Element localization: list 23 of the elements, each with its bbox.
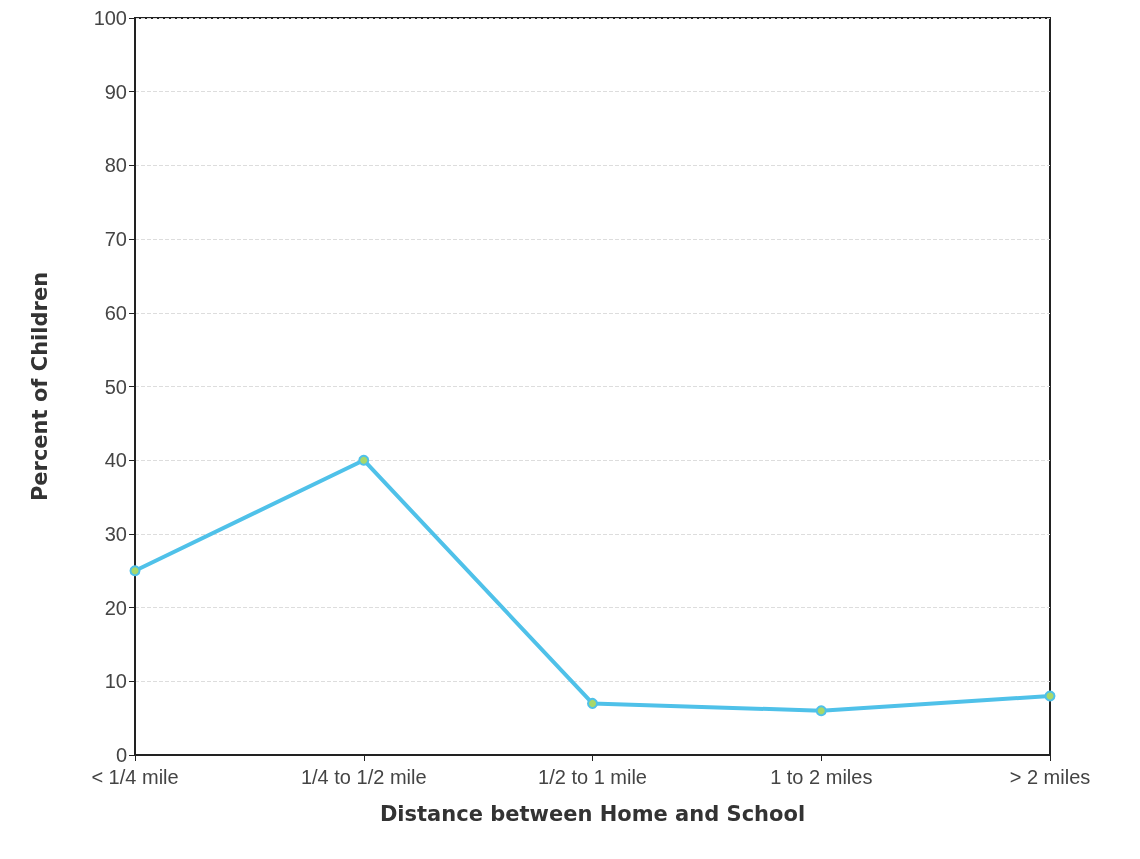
x-tick-label: < 1/4 mile	[91, 766, 179, 788]
y-tick-label: 20	[104, 596, 127, 619]
point	[129, 565, 141, 577]
x-tick-label: 1/2 to 1 mile	[538, 766, 647, 788]
y-tick-label: 80	[104, 154, 127, 177]
point	[1044, 690, 1056, 702]
y-axis-title: Percent of Children	[27, 271, 52, 502]
y-tick-label: 0	[115, 744, 127, 766]
y-tick-label: 90	[104, 80, 127, 103]
y-tick-label: 50	[104, 375, 127, 398]
y-tick-label: 100	[93, 7, 127, 29]
y-tick-label: 10	[104, 670, 127, 693]
point	[815, 705, 827, 717]
y-tick-label: 40	[104, 449, 127, 472]
x-tick-label: 1/4 to 1/2 mile	[300, 766, 427, 788]
y-tick-label: 30	[104, 522, 127, 545]
x-tick-label: > 2 miles	[1009, 766, 1091, 788]
x-tick-label: 1 to 2 miles	[770, 766, 873, 788]
point	[358, 454, 370, 466]
point	[587, 697, 598, 709]
x-axis-title: Distance between Home and School	[379, 801, 806, 826]
y-tick-label: 60	[104, 301, 127, 324]
y-tick-label: 70	[104, 228, 127, 251]
